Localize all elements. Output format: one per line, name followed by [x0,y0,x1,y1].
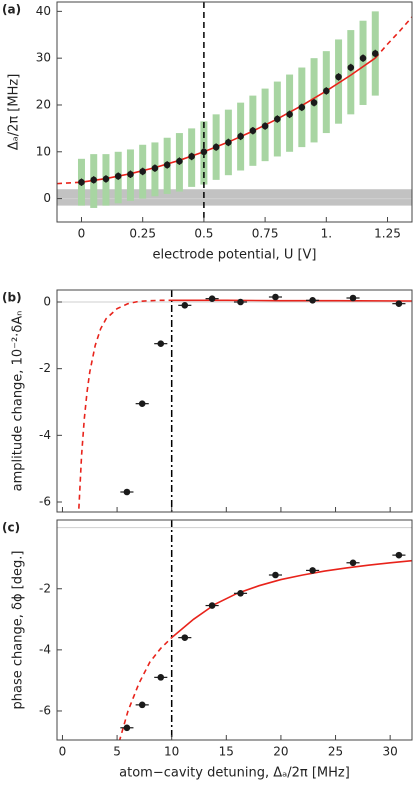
data-point [249,127,257,135]
data-point [225,139,232,146]
x-tick-label: 20 [273,745,288,759]
y-tick-label: 0 [43,295,51,309]
frame [56,1,413,223]
plot-area [57,2,412,222]
data-point [181,302,189,309]
y-tick-label: -2 [39,581,51,595]
y-tick-label: 10 [36,144,51,158]
y-tick-label: 0 [43,191,51,205]
data-point [123,724,131,732]
y-tick-label: 30 [36,51,51,65]
x-axis-label: atom−cavity detuning, Δₐ/2π [MHz] [119,766,350,781]
y-tick-label: -6 [39,703,51,717]
data-point [163,161,171,169]
data-point [286,111,293,118]
range-bar [359,20,367,105]
data-point [90,176,98,184]
data-point [151,164,159,172]
data-point [181,634,189,641]
data-point [335,73,342,81]
data-point [359,54,367,62]
data-point [298,104,306,111]
fit-curve [171,299,412,302]
x-tick-label: 0.25 [129,227,156,241]
data-point [237,590,244,597]
data-point [157,674,165,681]
data-point [274,115,281,123]
y-tick-label: -4 [39,428,51,442]
data-point [237,298,244,306]
data-point [349,294,357,302]
data-point [127,170,134,178]
fit-curve [118,637,173,740]
band [57,189,412,206]
data-point [78,178,85,186]
panel-label: (b) [2,291,22,305]
data-point [309,567,316,574]
y-tick-label: -4 [39,642,51,656]
x-tick-label: 5 [113,745,121,759]
y-tick-label: 40 [36,4,51,18]
data-point [395,300,403,307]
data-point [371,50,379,57]
x-tick-label: 0.5 [194,227,213,241]
data-point [261,122,269,130]
y-axis-label: amplitude change, 10⁻²·δAₙ [11,311,26,492]
range-bar [335,39,343,124]
data-point [139,168,146,175]
data-point [208,602,216,609]
data-point [347,64,355,71]
data-point [272,293,279,301]
plot-area [57,520,412,740]
data-point [200,148,208,156]
x-axis-label: electrode potential, U [V] [152,248,316,263]
x-tick-label: 25 [328,745,343,759]
x-tick-label: 0 [78,227,86,241]
data-point [123,488,131,496]
data-point [395,551,403,559]
x-tick-label: 1.25 [374,227,401,241]
range-bar [347,30,355,115]
y-tick-label: -6 [39,495,51,509]
data-point [114,172,122,180]
data-point [309,297,316,304]
data-point [188,153,195,160]
y-axis-label: phase change, δϕ [deg.] [11,551,26,710]
fit-curve [78,299,172,509]
data-point [237,133,244,140]
fit-curve [57,181,82,185]
y-tick-label: 20 [36,97,51,111]
data-point [212,143,220,151]
fit-curve [374,16,412,59]
x-tick-label: 10 [164,745,179,759]
data-point [157,340,165,347]
data-point [138,400,146,407]
plot-area [57,290,412,512]
fit-curve [171,559,412,639]
data-point [138,701,146,709]
data-point [310,99,318,106]
data-point [102,175,110,183]
y-axis-label: Δₐ/2π [MHz] [7,74,22,151]
frame [56,519,413,741]
data-point [349,559,357,567]
frame [56,289,413,513]
data-point [176,157,183,165]
x-tick-label: 15 [219,745,234,759]
data-point [208,295,216,302]
x-tick-label: 1. [321,227,332,241]
x-tick-label: 0.75 [252,227,279,241]
data-point [323,87,330,95]
x-tick-label: 0 [59,745,67,759]
panel-label: (a) [2,3,21,17]
panel-label: (c) [2,521,20,535]
data-point [272,571,279,579]
x-tick-label: 30 [383,745,398,759]
y-tick-label: -2 [39,361,51,375]
